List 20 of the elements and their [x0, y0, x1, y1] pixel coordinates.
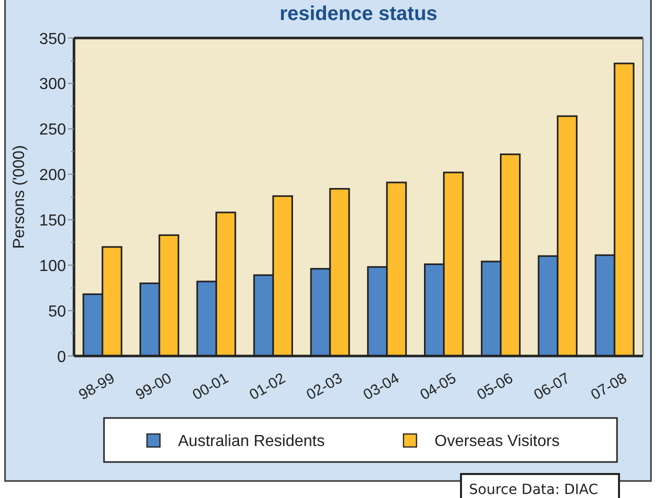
- y-tick-label: 150: [39, 212, 66, 230]
- y-tick-label: 50: [48, 303, 66, 320]
- chart-title: residence status: [280, 3, 438, 25]
- x-tick-label: 98-99: [76, 370, 118, 404]
- y-tick-label: 0: [57, 348, 66, 366]
- x-tick-label: 07-08: [588, 370, 630, 404]
- x-tick-label: 02-03: [304, 370, 346, 404]
- y-tick-label: 200: [39, 167, 66, 184]
- x-tick-label: 05-06: [474, 370, 516, 404]
- x-tick-label: 00-01: [190, 370, 232, 404]
- x-tick-label: 01-02: [246, 370, 288, 404]
- x-tick-label: 99-00: [132, 370, 175, 404]
- y-tick-label: 100: [39, 258, 66, 275]
- y-axis-title: Persons ('000): [11, 145, 28, 249]
- y-tick-label: 300: [39, 76, 66, 94]
- legend-label: Australian Residents: [178, 432, 325, 450]
- source-note: Source Data: DIAC: [469, 482, 598, 498]
- y-tick-label: 250: [39, 122, 66, 139]
- legend-label: Overseas Visitors: [434, 432, 560, 450]
- y-tick-label: 350: [39, 30, 66, 48]
